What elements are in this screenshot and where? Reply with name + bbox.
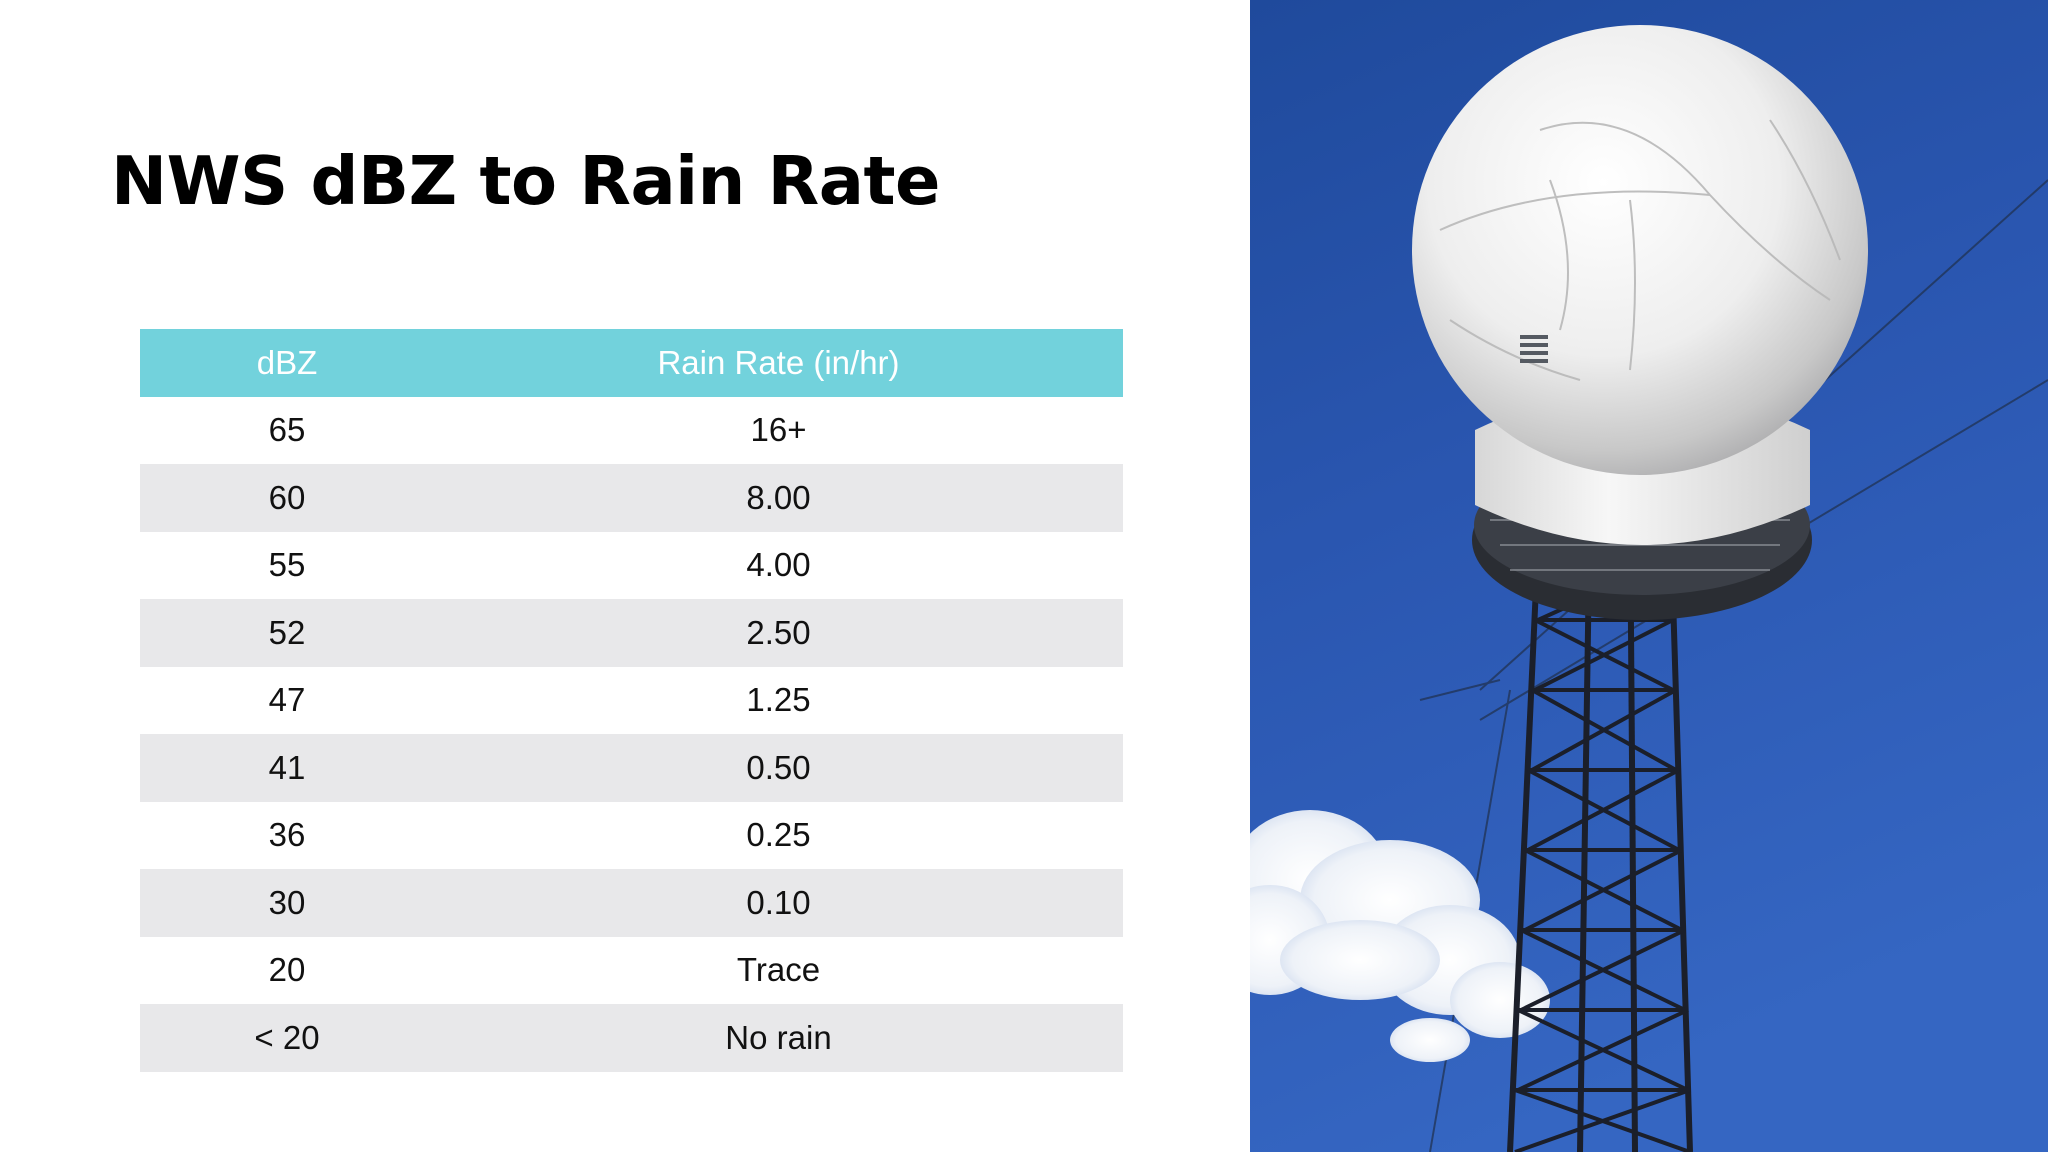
cell-dbz: < 20 bbox=[140, 1004, 434, 1072]
cell-rain-rate: Trace bbox=[434, 936, 1123, 1004]
table-row: 41 0.50 bbox=[140, 734, 1123, 802]
radar-tower-photo bbox=[1250, 0, 2048, 1152]
table-row: 36 0.25 bbox=[140, 801, 1123, 869]
table-row: 20 Trace bbox=[140, 936, 1123, 1004]
cell-dbz: 55 bbox=[140, 531, 434, 599]
cell-dbz: 52 bbox=[140, 599, 434, 667]
dbz-rain-rate-table: dBZ Rain Rate (in/hr) 65 16+ 60 8.00 55 … bbox=[140, 329, 1123, 1072]
cell-rain-rate: 4.00 bbox=[434, 531, 1123, 599]
cell-rain-rate: 0.50 bbox=[434, 734, 1123, 802]
cell-rain-rate: 16+ bbox=[434, 396, 1123, 464]
cell-rain-rate: 1.25 bbox=[434, 666, 1123, 734]
table-row: 55 4.00 bbox=[140, 531, 1123, 599]
table-row: < 20 No rain bbox=[140, 1004, 1123, 1072]
slide-title: NWS dBZ to Rain Rate bbox=[111, 142, 940, 220]
table-row: 47 1.25 bbox=[140, 666, 1123, 734]
cell-dbz: 30 bbox=[140, 869, 434, 937]
cell-rain-rate: 0.25 bbox=[434, 801, 1123, 869]
cell-dbz: 47 bbox=[140, 666, 434, 734]
cell-dbz: 36 bbox=[140, 801, 434, 869]
table-row: 52 2.50 bbox=[140, 599, 1123, 667]
cell-dbz: 20 bbox=[140, 936, 434, 1004]
table-row: 60 8.00 bbox=[140, 464, 1123, 532]
header-rain-rate: Rain Rate (in/hr) bbox=[434, 329, 1123, 397]
cell-rain-rate: 2.50 bbox=[434, 599, 1123, 667]
cell-dbz: 60 bbox=[140, 464, 434, 532]
table-header-row: dBZ Rain Rate (in/hr) bbox=[140, 329, 1123, 397]
cell-dbz: 65 bbox=[140, 396, 434, 464]
cell-dbz: 41 bbox=[140, 734, 434, 802]
cell-rain-rate: 0.10 bbox=[434, 869, 1123, 937]
header-dbz: dBZ bbox=[140, 329, 434, 397]
cell-rain-rate: No rain bbox=[434, 1004, 1123, 1072]
cell-rain-rate: 8.00 bbox=[434, 464, 1123, 532]
table-row: 65 16+ bbox=[140, 396, 1123, 464]
table-row: 30 0.10 bbox=[140, 869, 1123, 937]
